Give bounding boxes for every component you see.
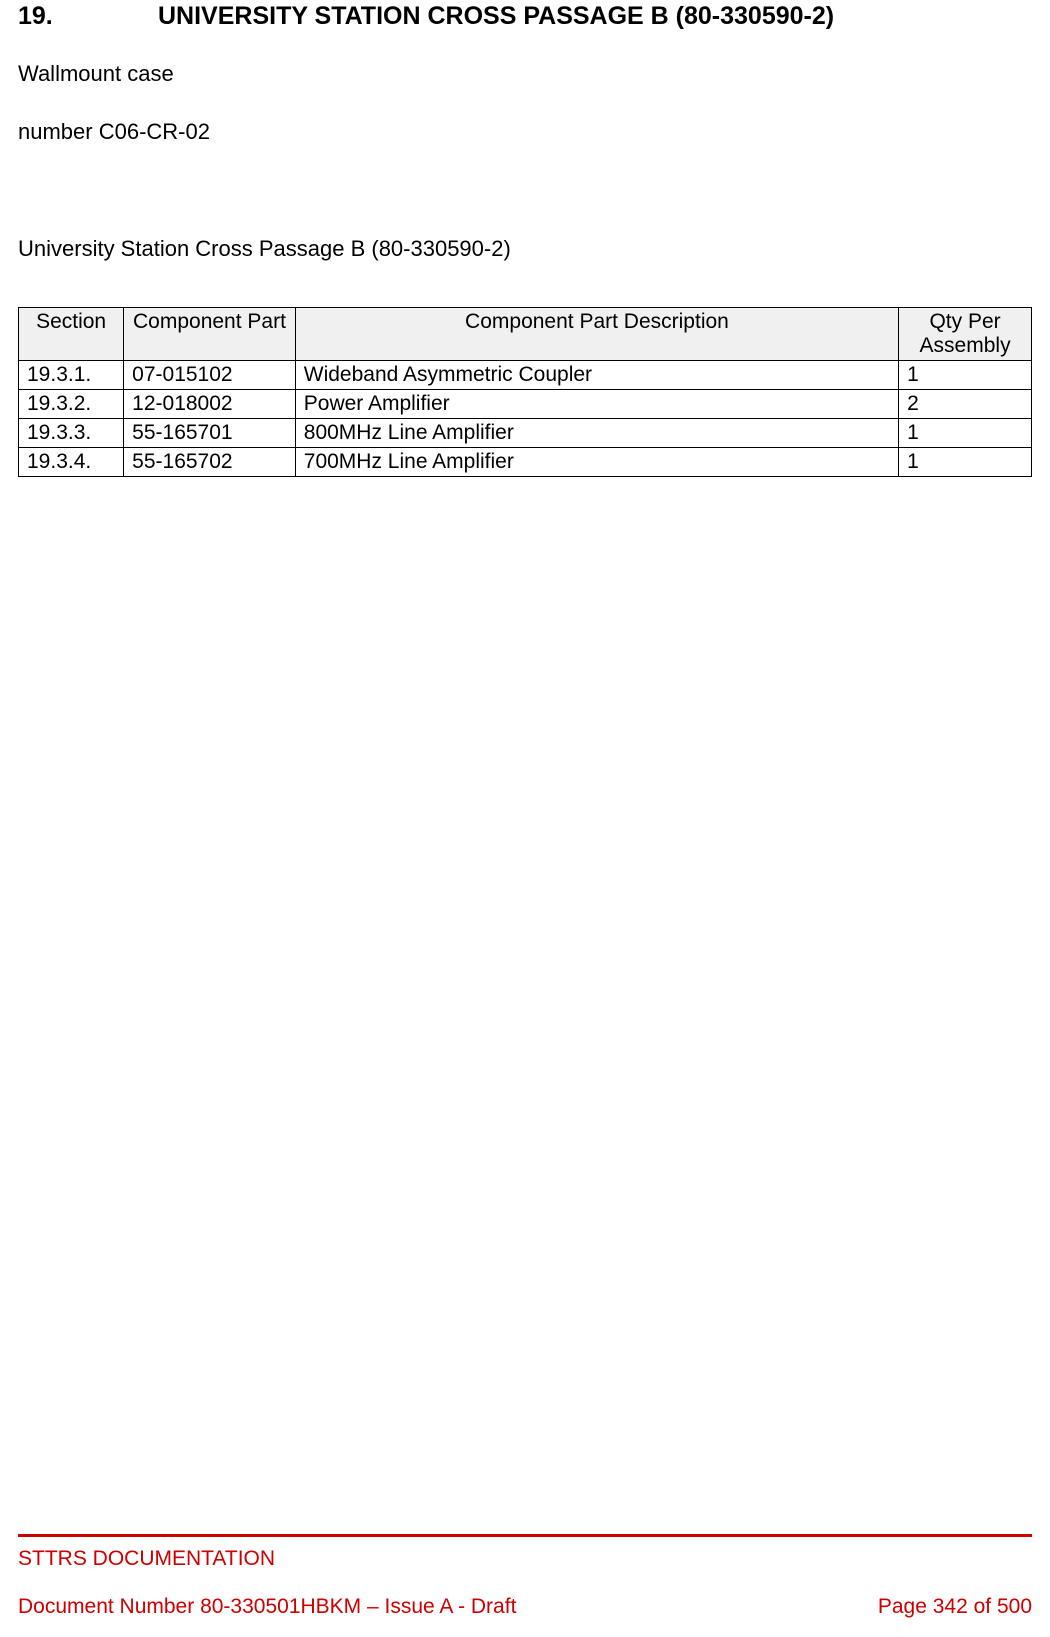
cell-part: 12-018002 [124,390,296,419]
component-table: Section Component Part Component Part De… [18,307,1032,477]
cell-section: 19.3.2. [19,390,124,419]
table-row: 19.3.3. 55-165701 800MHz Line Amplifier … [19,419,1032,448]
cell-section: 19.3.4. [19,448,124,477]
col-header-description: Component Part Description [295,308,898,361]
page-footer: STTRS DOCUMENTATION Document Number 80-3… [18,1534,1032,1619]
cell-part: 55-165702 [124,448,296,477]
cell-section: 19.3.1. [19,361,124,390]
footer-title: STTRS DOCUMENTATION [18,1547,1032,1571]
section-number: 19. [18,2,158,31]
subtitle: University Station Cross Passage B (80-3… [18,236,1032,262]
document-page: 19. UNIVERSITY STATION CROSS PASSAGE B (… [0,2,1050,477]
col-header-qty: Qty Per Assembly [899,308,1032,361]
col-header-section: Section [19,308,124,361]
cell-desc: 800MHz Line Amplifier [295,419,898,448]
body-line-2: number C06-CR-02 [18,117,1032,147]
cell-desc: Wideband Asymmetric Coupler [295,361,898,390]
footer-meta: Document Number 80-330501HBKM – Issue A … [18,1595,1032,1619]
table-row: 19.3.2. 12-018002 Power Amplifier 2 [19,390,1032,419]
footer-rule [18,1534,1032,1537]
col-header-part: Component Part [124,308,296,361]
table-row: 19.3.4. 55-165702 700MHz Line Amplifier … [19,448,1032,477]
cell-desc: Power Amplifier [295,390,898,419]
cell-qty: 1 [899,419,1032,448]
footer-page-number: Page 342 of 500 [878,1595,1032,1619]
table-row: 19.3.1. 07-015102 Wideband Asymmetric Co… [19,361,1032,390]
footer-doc-number: Document Number 80-330501HBKM – Issue A … [18,1595,516,1619]
cell-section: 19.3.3. [19,419,124,448]
cell-qty: 1 [899,448,1032,477]
cell-qty: 2 [899,390,1032,419]
cell-part: 55-165701 [124,419,296,448]
section-heading: 19. UNIVERSITY STATION CROSS PASSAGE B (… [18,2,1032,31]
cell-qty: 1 [899,361,1032,390]
body-line-1: Wallmount case [18,59,1032,89]
cell-desc: 700MHz Line Amplifier [295,448,898,477]
section-title: UNIVERSITY STATION CROSS PASSAGE B (80-3… [158,2,834,31]
cell-part: 07-015102 [124,361,296,390]
table-header-row: Section Component Part Component Part De… [19,308,1032,361]
